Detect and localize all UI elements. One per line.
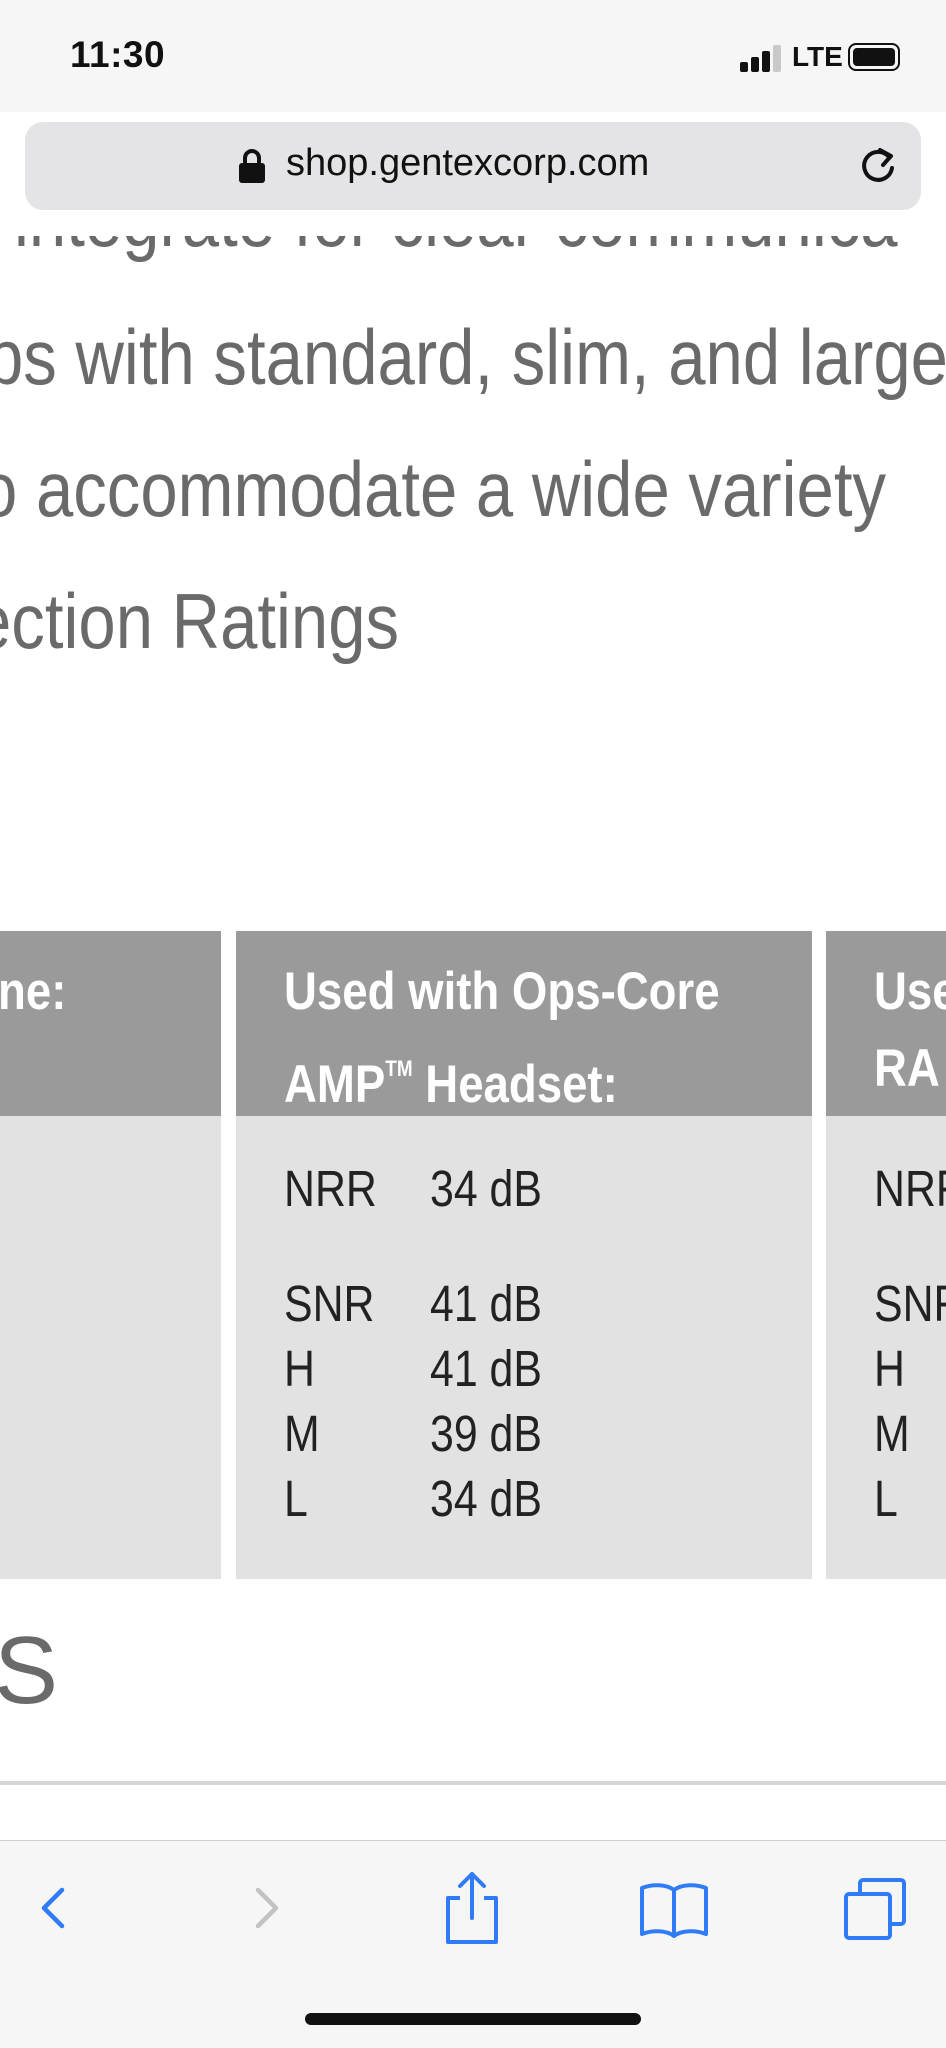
rating-value: 34 dB xyxy=(430,1160,542,1217)
trademark-mark: TM xyxy=(385,1056,413,1081)
table-header-cell xyxy=(0,931,221,1116)
status-time: 11:30 xyxy=(70,34,166,75)
battery-tip xyxy=(848,43,900,71)
rating-label: L xyxy=(284,1470,308,1527)
column-header-text: RA xyxy=(874,1039,940,1098)
lock-icon xyxy=(239,149,265,183)
section-heading: ection Ratings xyxy=(0,577,400,665)
home-indicator[interactable] xyxy=(305,2013,641,2025)
table-column: Use RA NRF SNF H M L xyxy=(826,931,946,1579)
body-text-line: ps with standard, slim, and large xyxy=(0,313,946,401)
rating-value: 34 dB xyxy=(430,1470,542,1527)
rating-value: 41 dB xyxy=(430,1275,542,1332)
network-type: LTE xyxy=(792,41,843,72)
rating-label: H xyxy=(284,1340,315,1397)
rating-label: SNR xyxy=(284,1275,375,1332)
table-header-cell xyxy=(236,931,812,1116)
bookmarks-icon[interactable] xyxy=(634,1868,714,1948)
forward-icon[interactable] xyxy=(226,1868,306,1948)
table-header-cell xyxy=(826,931,946,1116)
column-header-text: ne: xyxy=(0,962,67,1021)
column-header-text: Used with Ops-Core xyxy=(284,962,720,1021)
table-body-cell xyxy=(236,1116,812,1579)
back-icon[interactable] xyxy=(14,1868,94,1948)
rating-label: L xyxy=(874,1470,898,1527)
address-bar[interactable] xyxy=(25,122,921,210)
table-body-cell xyxy=(826,1116,946,1579)
tabs-icon[interactable] xyxy=(836,1868,916,1948)
body-text-line: o accommodate a wide variety xyxy=(0,445,887,533)
status-bar: 11:30 LTE xyxy=(0,0,946,112)
rating-label: SNF xyxy=(874,1275,946,1332)
url-text[interactable]: shop.gentexcorp.com xyxy=(286,142,650,184)
column-header-text: Use xyxy=(874,962,946,1021)
table-column: ne: xyxy=(0,931,221,1579)
cellular-signal-icon xyxy=(740,44,784,72)
page-content: integrate for clear communica ps with st… xyxy=(0,236,946,1840)
rating-label: NRR xyxy=(284,1160,377,1217)
next-section-heading: S xyxy=(0,1617,59,1724)
table-body-cell xyxy=(0,1116,221,1579)
rating-label: NRF xyxy=(874,1160,946,1217)
rating-label: M xyxy=(284,1405,320,1462)
body-text-line: integrate for clear communica xyxy=(14,236,898,265)
column-header-text: AMPTM Headset: xyxy=(284,1055,618,1114)
section-divider xyxy=(0,1781,946,1785)
rating-label: H xyxy=(874,1340,905,1397)
battery-icon xyxy=(848,43,900,71)
rating-value: 39 dB xyxy=(430,1405,542,1462)
reload-icon[interactable] xyxy=(856,144,900,188)
rating-value: 41 dB xyxy=(430,1340,542,1397)
rating-label: M xyxy=(874,1405,910,1462)
table-column: Used with Ops-Core AMPTM Headset: NRR 34… xyxy=(236,931,812,1579)
protection-ratings-table: ne: Used with Ops-Core AMPTM Headset: NR… xyxy=(0,931,946,1579)
share-icon[interactable] xyxy=(432,1868,512,1948)
